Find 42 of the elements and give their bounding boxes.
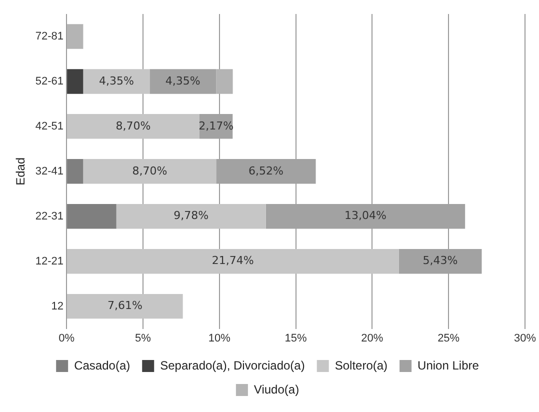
y-tick-label: 22-31 [35,210,64,222]
bar [67,248,399,274]
bar [67,204,116,229]
y-tick-label: 32-41 [35,165,64,178]
x-tick-label: 0% [58,332,75,344]
x-tick-label: 25% [438,332,460,344]
x-tick-label: 5% [134,332,152,344]
bar [116,204,266,229]
data-label: 21,74% [212,254,254,268]
data-label: 6,52% [248,164,284,178]
bar [216,69,233,94]
bar [67,294,183,319]
data-label: 8,70% [116,119,151,132]
bar [83,159,216,184]
data-label: 4,35% [98,74,134,88]
x-tick-label: 15% [284,332,307,344]
data-label: 7,61% [107,299,142,312]
data-label: 5,43% [422,254,458,268]
x-tick-label: 20% [361,332,384,344]
y-tick-label: 42-51 [35,120,64,132]
legend-label: Soltero(a) [334,358,388,372]
y-tick-label: 52-61 [35,75,64,88]
bar [150,69,216,94]
y-tick-label: 12 [51,300,64,312]
bar [67,114,200,139]
x-tick-label: 30% [514,332,536,344]
x-tick-label: 10% [208,332,231,344]
bar [67,69,84,94]
bar [83,69,150,94]
data-label: 8,70% [132,164,168,178]
y-tick-label: 72-81 [35,30,64,43]
data-label: 9,78% [174,209,209,222]
data-label: 4,35% [165,74,200,88]
y-axis-title: Edad [14,157,28,186]
legend-label: Separado(a), Divorciado(a) [160,358,305,372]
legend-label: Casado(a) [74,358,130,372]
bar [67,24,84,49]
legend-label: Union Libre [418,358,480,372]
legend-label: Viudo(a) [254,382,300,396]
bar [67,159,84,184]
y-tick-label: 12-21 [35,255,64,268]
data-label: 13,04% [344,209,386,222]
